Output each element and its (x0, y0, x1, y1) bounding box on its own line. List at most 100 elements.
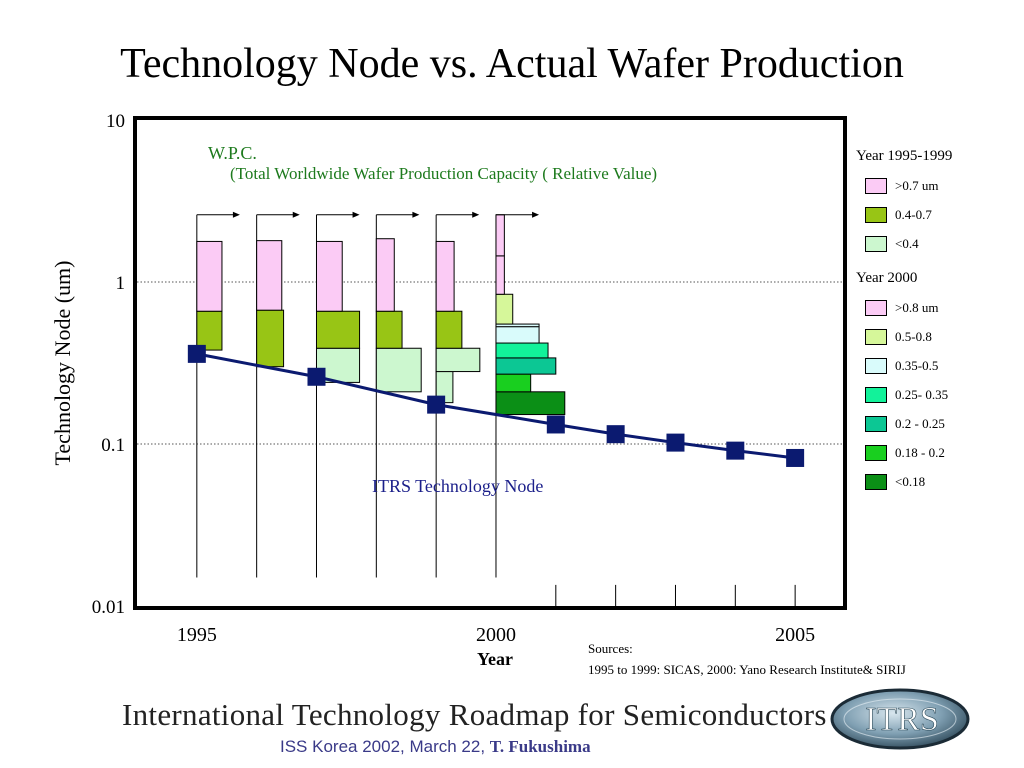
legend-1995-1999-item: >0.7 um (856, 171, 1016, 200)
wpc-bar-segment (315, 240, 343, 312)
gridlines (137, 281, 843, 445)
wpc-arrowhead (412, 211, 420, 218)
x-tick-label: 1995 (177, 624, 217, 646)
wpc-bars (196, 214, 566, 416)
wpc-bar-segment (196, 310, 223, 351)
x-axis-label: Year (477, 649, 513, 669)
wpc-bar-segment-2000 (495, 391, 566, 416)
legend-2000-item: 0.25- 0.35 (856, 380, 1016, 409)
itrs-point (187, 344, 206, 363)
itrs-point (307, 367, 326, 386)
legend-2000-item: 0.18 - 0.2 (856, 438, 1016, 467)
legend-1995-1999-item: <0.4 (856, 229, 1016, 258)
legend-1995-1999-title: Year 1995-1999 (856, 148, 953, 164)
legend-2000-swatch (865, 357, 887, 374)
legend-1995-1999-swatch (865, 235, 887, 252)
footer-credit-author: T. Fukushima (489, 737, 591, 756)
legend-2000-label: >0.8 um (895, 299, 939, 315)
legend-1995-1999-item: 0.4-0.7 (856, 200, 1016, 229)
legend-1995-1999-label: 0.4-0.7 (895, 206, 932, 222)
plot-frame (133, 116, 847, 610)
itrs-point (666, 433, 685, 452)
itrs-series (187, 344, 805, 467)
y-ticks: 10 1 0.1 0.01 (92, 111, 125, 618)
legend-2000-swatch (865, 444, 887, 461)
wpc-annotation-line2: (Total Worldwide Wafer Production Capaci… (230, 164, 657, 183)
footer-banner: International Technology Roadmap for Sem… (122, 697, 827, 732)
wpc-bar-segment (375, 347, 422, 393)
wpc-arrowhead (352, 211, 360, 218)
wpc-bar-segment (375, 238, 395, 312)
legend-2000-item: 0.2 - 0.25 (856, 409, 1016, 438)
legend-1995-1999-label: >0.7 um (895, 177, 939, 193)
wpc-arrowhead (532, 211, 540, 218)
legend-2000-label: 0.18 - 0.2 (895, 444, 945, 460)
sources-text: 1995 to 1999: SICAS, 2000: Yano Research… (588, 662, 906, 677)
legend-2000-swatch (865, 473, 887, 490)
legend-2000-swatch (865, 415, 887, 432)
wpc-bar-segment (435, 310, 463, 349)
itrs-logo: ITRS (830, 688, 970, 750)
y-tick-label: 10 (106, 111, 125, 132)
wpc-arrows (196, 211, 540, 218)
legend-2000-item: <0.18 (856, 467, 1016, 496)
y-tick-label: 0.01 (92, 597, 125, 618)
legend-2000-item: 0.35-0.5 (856, 351, 1016, 380)
wpc-bar-segment-2000 (495, 326, 540, 344)
legend-2000-label: 0.25- 0.35 (895, 386, 949, 402)
sources-label: Sources: (588, 641, 633, 656)
wpc-arrowhead (292, 211, 300, 218)
itrs-point (427, 395, 446, 414)
itrs-point (606, 425, 625, 444)
wpc-bar-segment-2000 (495, 255, 505, 295)
legend-1995-1999-swatch (865, 206, 887, 223)
y-tick-label: 0.1 (101, 435, 125, 456)
legend-1995-1999-label: <0.4 (895, 235, 919, 251)
legend-2000-swatch (865, 328, 887, 345)
wpc-annotation-line1: W.P.C. (208, 143, 257, 163)
legend-2000-item: 0.5-0.8 (856, 322, 1016, 351)
wpc-bar-segment-2000 (495, 323, 540, 328)
wpc-bar-segment (435, 240, 455, 312)
x-ticks: 1995 2000 2005 (177, 624, 815, 646)
itrs-logo-globe-icon (830, 688, 970, 750)
itrs-point (726, 441, 745, 460)
itrs-logo-text: ITRS (865, 701, 939, 738)
wpc-bar-segment (196, 240, 223, 312)
wpc-bar-segment-2000 (495, 293, 514, 325)
wpc-bar-segment (435, 347, 481, 373)
itrs-series-line (196, 352, 796, 460)
y-tick-label: 1 (116, 273, 126, 294)
wpc-arrowhead (472, 211, 480, 218)
wpc-bar-segment-2000 (495, 342, 549, 359)
x-tick-label: 2000 (476, 624, 516, 646)
wpc-bar-segment-2000 (495, 357, 557, 375)
legend: Year 1995-1999 >0.7 um 0.4-0.7 <0.4 Year 2… (856, 148, 1016, 496)
itrs-point (786, 448, 805, 467)
slide-title: Technology Node vs. Actual Wafer Product… (120, 41, 904, 87)
wpc-bar-segment (315, 310, 361, 349)
y-axis-label: Technology Node (um) (50, 261, 75, 466)
wpc-bar-segment-2000 (495, 214, 505, 257)
legend-2000-label: <0.18 (895, 473, 926, 489)
wpc-bar-segment-2000 (495, 373, 532, 393)
wpc-arrowhead (232, 211, 240, 218)
itrs-series-label: ITRS Technology Node (372, 476, 543, 496)
legend-2000-label: 0.5-0.8 (895, 328, 932, 344)
chart: 10 1 0.1 0.01 1995 2000 2005 Technology Node … (50, 111, 847, 669)
legend-1995-1999-swatch (865, 177, 887, 194)
legend-2000-swatch (865, 299, 887, 316)
wpc-bar-segment (256, 240, 283, 311)
legend-2000-label: 0.2 - 0.25 (895, 415, 945, 431)
sources-note: Sources: 1995 to 1999: SICAS, 2000: Yano… (588, 638, 906, 680)
legend-2000-swatch (865, 386, 887, 403)
footer-credit-event: ISS Korea 2002, March 22, (280, 737, 490, 756)
wpc-bar-segment (375, 310, 403, 349)
itrs-point (546, 415, 565, 434)
footer-credit: ISS Korea 2002, March 22, T. Fukushima (280, 737, 591, 757)
legend-2000-title: Year 2000 (856, 270, 918, 286)
legend-2000-item: >0.8 um (856, 293, 1016, 322)
x-tick-label: 2005 (775, 624, 815, 646)
legend-2000-label: 0.35-0.5 (895, 357, 939, 373)
legend-2000-items: >0.8 um 0.5-0.8 0.35-0.5 0.25- 0.35 0.2 - 0.… (856, 293, 1016, 496)
